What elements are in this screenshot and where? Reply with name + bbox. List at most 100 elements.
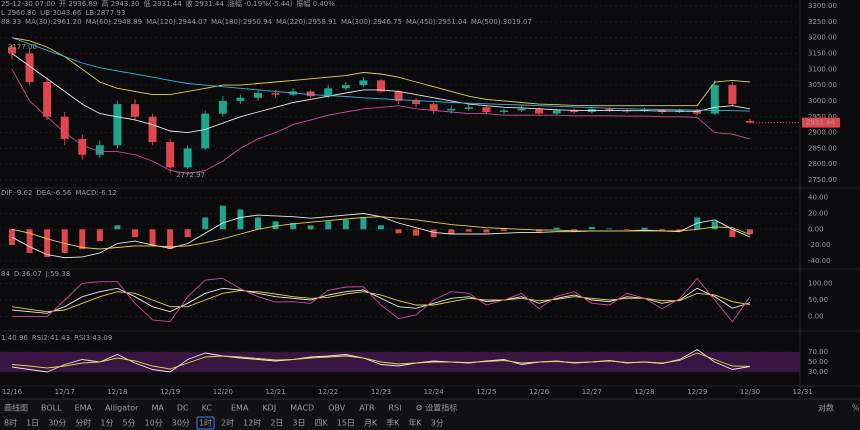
indicator-header: MA(500):3019.07 <box>471 18 532 26</box>
toolbar-button[interactable]: KC <box>202 404 213 413</box>
y-tick-label: 2800.00 <box>808 160 837 168</box>
x-tick-label: 12/23 <box>371 388 391 396</box>
candle-body <box>376 80 385 92</box>
toolbar-button[interactable]: OBV <box>328 404 346 413</box>
toolbar-button[interactable]: RSI <box>389 404 402 413</box>
toolbar-button[interactable]: 画线图 <box>4 403 28 413</box>
y-tick-label: 30.00 <box>808 368 828 376</box>
y-tick-label: 2750.00 <box>808 176 837 184</box>
toolbar-button[interactable]: 30分 <box>48 419 66 428</box>
indicator-header: 低 2931.44 <box>144 0 183 8</box>
y-tick-label: 3150.00 <box>808 49 837 57</box>
indicator-header: 高 2943.30 <box>101 0 139 8</box>
indicator-header: 收 2931.44 <box>186 0 225 8</box>
toolbar-button[interactable]: ⚙ 设置指标 <box>416 403 458 413</box>
candle-body <box>306 91 315 97</box>
toolbar-button[interactable]: 5分 <box>122 419 135 428</box>
macd-bar <box>500 229 507 231</box>
macd-bar <box>9 229 15 246</box>
toolbar-button[interactable]: 年K <box>408 418 422 428</box>
candle-body <box>201 113 210 149</box>
toolbar-button[interactable]: DC <box>177 404 189 413</box>
toolbar-button[interactable]: MACD <box>290 404 314 413</box>
indicator-header: 1:40.96 <box>1 334 28 342</box>
candle-body <box>218 100 227 114</box>
macd-bar <box>465 229 472 232</box>
toolbar-button[interactable]: 对数 <box>818 403 834 413</box>
toolbar-button[interactable]: KDJ <box>262 404 276 413</box>
x-tick-label: 12/18 <box>107 388 127 396</box>
indicator-header: 25-12-30 07:00 <box>1 0 55 8</box>
candle-body <box>183 148 192 168</box>
toolbar-button[interactable]: ATR <box>359 404 375 413</box>
macd-bar <box>290 222 297 230</box>
toolbar-button[interactable]: 2时 <box>221 418 234 428</box>
y-tick-label: 2850.00 <box>808 144 837 152</box>
toolbar-button[interactable]: 8时 <box>4 418 17 428</box>
macd-bar <box>588 226 595 230</box>
indicator-header: DEA:-6.56 <box>36 189 71 197</box>
macd-bar <box>325 221 332 230</box>
macd-bar <box>729 229 736 238</box>
toolbar-button[interactable]: 季K <box>386 418 400 428</box>
toolbar-button[interactable]: 15日 <box>337 419 355 428</box>
toolbar-button[interactable]: BOLL <box>41 404 62 413</box>
toolbar-button[interactable]: 12时 <box>243 418 261 428</box>
y-tick-label: -20.00 <box>808 241 831 249</box>
macd-bar <box>26 229 33 253</box>
candle-body <box>745 120 754 123</box>
toolbar-button[interactable]: 10分 <box>145 419 163 428</box>
y-tick-label: 0.00 <box>808 313 824 321</box>
y-tick-label: 0.00 <box>808 225 824 233</box>
indicator-header: DIF:-9.62 <box>1 189 32 197</box>
x-tick-label: 12/21 <box>265 388 285 396</box>
candle-body <box>60 116 69 139</box>
indicator-header: 开 2936.89 <box>59 0 97 8</box>
indicator-line <box>11 69 751 175</box>
x-tick-label: 12/19 <box>160 388 180 396</box>
toolbar-button[interactable]: 月K <box>364 419 378 428</box>
toolbar-button[interactable]: 1日 <box>26 419 39 428</box>
indicator-header: L 2960.80 <box>1 9 36 17</box>
indicator-line <box>11 290 750 313</box>
toolbar-button[interactable]: 分时 <box>75 418 91 428</box>
macd-bar <box>377 225 384 230</box>
y-tick-label: 3050.00 <box>808 81 837 89</box>
active-button-frame <box>196 416 215 430</box>
y-tick-label: 2950.00 <box>808 113 837 121</box>
macd-bar <box>606 228 613 230</box>
candle-body <box>236 97 245 101</box>
indicator-header: LB:2877.93 <box>85 9 125 17</box>
toolbar-button[interactable]: % <box>852 404 860 413</box>
macd-bar <box>553 227 560 230</box>
indicator-header: MA(180):2950.94 <box>211 18 273 26</box>
indicator-header: MA(120):2944.07 <box>146 18 207 26</box>
toolbar-button[interactable]: 30分 <box>172 419 190 428</box>
y-tick-label: 50.00 <box>808 296 828 304</box>
toolbar-button[interactable]: 3日 <box>292 419 305 428</box>
toolbar-button[interactable]: 3分 <box>431 419 444 428</box>
toolbar-button[interactable]: 2日 <box>270 419 283 428</box>
indicator-header: MA(450):2951.04 <box>406 18 468 26</box>
indicator-header: UB:3043.66 <box>40 9 82 17</box>
toolbar-button[interactable]: 四K <box>315 419 329 428</box>
toolbar-button[interactable]: EMA <box>231 404 249 413</box>
candle-body <box>95 145 104 155</box>
indicator-line <box>11 277 751 323</box>
candle-body <box>148 116 157 143</box>
toolbar-button[interactable]: 1分 <box>100 419 113 428</box>
toolbar-button[interactable]: 1时 <box>199 418 212 428</box>
toolbar-button[interactable]: EMA <box>75 404 93 413</box>
toolbar-button[interactable]: MA <box>151 404 164 413</box>
x-tick-label: 12/17 <box>55 388 75 396</box>
toolbar-button[interactable]: Alligator <box>105 404 139 413</box>
x-tick-label: 12/16 <box>2 388 23 396</box>
indicator-line <box>11 348 750 373</box>
indicator-header: D:36.07 <box>14 270 42 278</box>
macd-bar <box>360 217 367 230</box>
indicator-header: RSI3:43.09 <box>74 334 112 342</box>
candle-body <box>447 108 456 111</box>
x-tick-label: 12/29 <box>687 388 707 396</box>
last-price-badge <box>802 117 840 128</box>
